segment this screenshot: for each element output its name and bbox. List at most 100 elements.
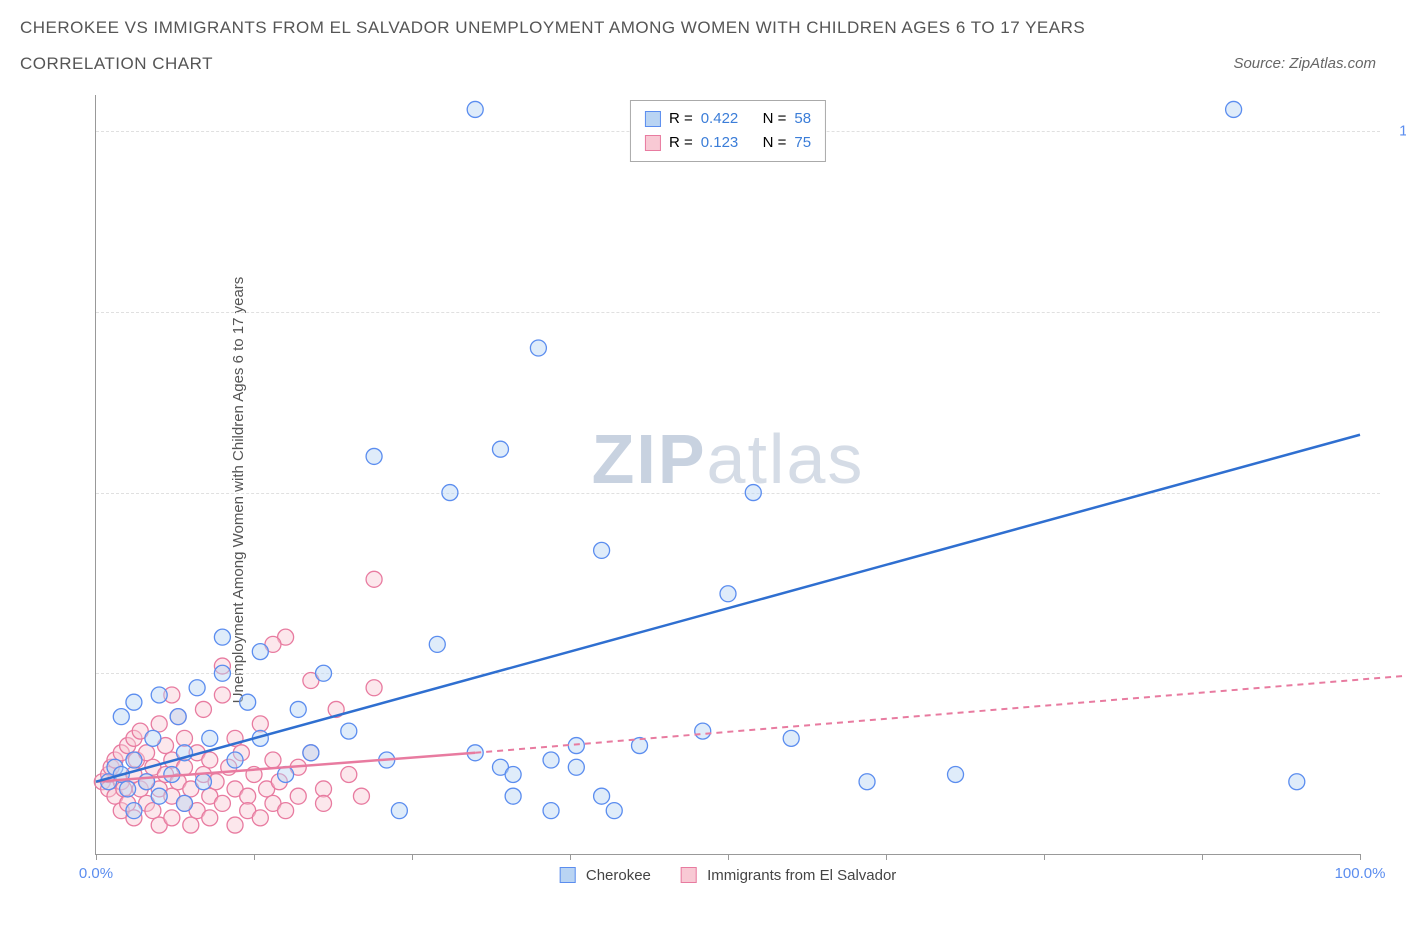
scatter-point <box>695 723 711 739</box>
chart-title-line2: CORRELATION CHART <box>20 54 213 74</box>
scatter-point <box>170 709 186 725</box>
scatter-point <box>543 752 559 768</box>
scatter-point <box>202 752 218 768</box>
bottom-legend: Cherokee Immigrants from El Salvador <box>560 867 897 884</box>
scatter-point <box>139 774 155 790</box>
legend-swatch-series2 <box>645 135 661 151</box>
scatter-point <box>227 817 243 833</box>
scatter-point <box>316 665 332 681</box>
scatter-point <box>467 101 483 117</box>
scatter-point <box>948 766 964 782</box>
legend-item-series2: Immigrants from El Salvador <box>681 867 896 884</box>
scatter-point <box>145 730 161 746</box>
scatter-point <box>316 795 332 811</box>
trendline <box>96 435 1360 782</box>
scatter-point <box>1289 774 1305 790</box>
chart-title-line1: CHEROKEE VS IMMIGRANTS FROM EL SALVADOR … <box>20 18 1386 38</box>
scatter-point <box>195 774 211 790</box>
scatter-point <box>505 788 521 804</box>
scatter-point <box>151 687 167 703</box>
scatter-point <box>151 716 167 732</box>
x-tick <box>1360 854 1361 860</box>
scatter-point <box>164 810 180 826</box>
scatter-point <box>745 485 761 501</box>
x-tick <box>728 854 729 860</box>
scatter-point <box>113 709 129 725</box>
legend-item-series1: Cherokee <box>560 867 651 884</box>
scatter-point <box>126 752 142 768</box>
scatter-point <box>568 738 584 754</box>
x-tick <box>254 854 255 860</box>
scatter-point <box>530 340 546 356</box>
scatter-point <box>720 586 736 602</box>
scatter-point <box>240 788 256 804</box>
scatter-point <box>252 810 268 826</box>
stats-row-series2: R = 0.123 N = 75 <box>645 131 811 155</box>
scatter-point <box>290 788 306 804</box>
x-tick <box>1044 854 1045 860</box>
scatter-point <box>189 680 205 696</box>
scatter-point <box>183 817 199 833</box>
scatter-point <box>202 810 218 826</box>
scatter-point <box>341 723 357 739</box>
scatter-point <box>145 803 161 819</box>
plot-area: ZIPatlas R = 0.422 N = 58 R = 0.123 N = … <box>95 95 1360 855</box>
scatter-point <box>214 665 230 681</box>
correlation-stats-box: R = 0.422 N = 58 R = 0.123 N = 75 <box>630 100 826 162</box>
scatter-point <box>442 485 458 501</box>
scatter-point <box>227 752 243 768</box>
x-tick <box>570 854 571 860</box>
scatter-point <box>176 795 192 811</box>
scatter-point <box>366 448 382 464</box>
scatter-point <box>214 687 230 703</box>
scatter-point <box>606 803 622 819</box>
x-tick <box>886 854 887 860</box>
scatter-point <box>366 680 382 696</box>
scatter-point <box>366 571 382 587</box>
scatter-point <box>120 781 136 797</box>
scatter-point <box>543 803 559 819</box>
x-tick-label: 0.0% <box>79 865 113 882</box>
trendline <box>475 673 1406 753</box>
legend-swatch-series1 <box>560 867 576 883</box>
scatter-point <box>353 788 369 804</box>
scatter-point <box>195 701 211 717</box>
scatter-point <box>176 730 192 746</box>
scatter-point <box>505 766 521 782</box>
scatter-point <box>214 795 230 811</box>
scatter-point <box>252 644 268 660</box>
scatter-point <box>391 803 407 819</box>
scatter-point <box>252 716 268 732</box>
scatter-point <box>290 701 306 717</box>
x-tick <box>412 854 413 860</box>
source-label: Source: ZipAtlas.com <box>1233 55 1376 72</box>
scatter-point <box>783 730 799 746</box>
scatter-point <box>278 803 294 819</box>
plot-svg <box>96 95 1360 854</box>
scatter-point <box>126 803 142 819</box>
scatter-point <box>568 759 584 775</box>
scatter-point <box>492 441 508 457</box>
x-tick <box>1202 854 1203 860</box>
scatter-point <box>151 788 167 804</box>
scatter-point <box>126 694 142 710</box>
scatter-point <box>265 752 281 768</box>
scatter-point <box>316 781 332 797</box>
scatter-point <box>594 542 610 558</box>
x-tick <box>96 854 97 860</box>
stats-row-series1: R = 0.422 N = 58 <box>645 107 811 131</box>
scatter-point <box>240 694 256 710</box>
scatter-point <box>202 730 218 746</box>
scatter-point <box>214 629 230 645</box>
legend-swatch-series1 <box>645 111 661 127</box>
legend-swatch-series2 <box>681 867 697 883</box>
scatter-point <box>429 636 445 652</box>
y-tick-label: 100.0% <box>1399 123 1406 140</box>
scatter-point <box>303 745 319 761</box>
scatter-point <box>341 766 357 782</box>
scatter-point <box>859 774 875 790</box>
scatter-point <box>1226 101 1242 117</box>
x-tick-label: 100.0% <box>1335 865 1386 882</box>
scatter-point <box>594 788 610 804</box>
chart-container: Unemployment Among Women with Children A… <box>40 95 1380 885</box>
